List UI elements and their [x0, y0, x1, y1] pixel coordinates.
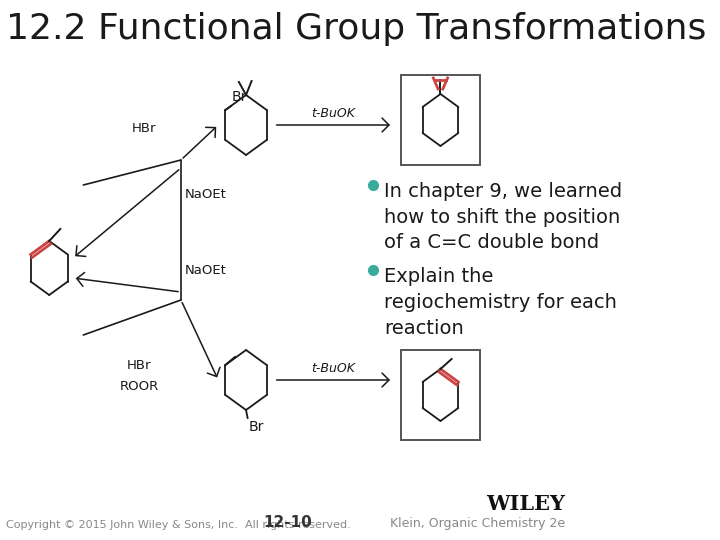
Text: Br: Br: [232, 90, 247, 104]
Text: 12-10: 12-10: [263, 515, 312, 530]
Text: WILEY: WILEY: [486, 494, 565, 514]
Text: t-BuOK: t-BuOK: [311, 107, 356, 120]
Text: NaOEt: NaOEt: [185, 264, 227, 276]
Text: ROOR: ROOR: [120, 380, 158, 393]
Bar: [401, 350, 480, 440]
Text: Klein, Organic Chemistry 2e: Klein, Organic Chemistry 2e: [390, 517, 565, 530]
Text: HBr: HBr: [127, 359, 151, 372]
Text: In chapter 9, we learned
how to shift the position
of a C=C double bond: In chapter 9, we learned how to shift th…: [384, 182, 622, 253]
Text: NaOEt: NaOEt: [185, 188, 227, 201]
Text: 12.2 Functional Group Transformations: 12.2 Functional Group Transformations: [6, 12, 707, 46]
Text: HBr: HBr: [132, 122, 157, 135]
Text: Br: Br: [248, 420, 264, 434]
Text: t-BuOK: t-BuOK: [311, 362, 356, 375]
Text: Explain the
regiochemistry for each
reaction: Explain the regiochemistry for each reac…: [384, 267, 617, 338]
Text: Copyright © 2015 John Wiley & Sons, Inc.  All rights reserved.: Copyright © 2015 John Wiley & Sons, Inc.…: [6, 520, 351, 530]
Bar: [401, 75, 480, 165]
